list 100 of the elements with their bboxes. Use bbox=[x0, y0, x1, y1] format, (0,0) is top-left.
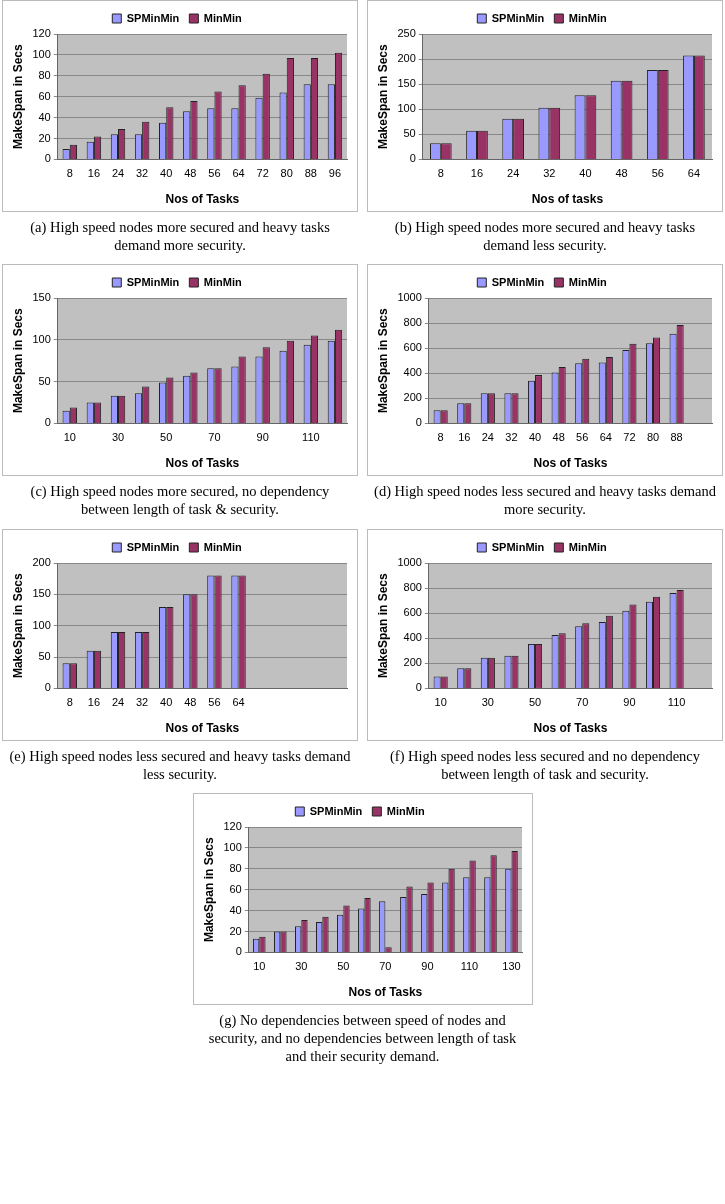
y-tick-label: 40 bbox=[229, 903, 242, 916]
x-tick-label: 48 bbox=[184, 167, 197, 180]
y-axis-title: MakeSpan in Secs bbox=[375, 308, 390, 414]
legend-label: SPMinMin bbox=[126, 11, 180, 24]
y-tick-label: 600 bbox=[403, 341, 422, 354]
y-axis-title: MakeSpan in Secs bbox=[10, 308, 25, 414]
x-tick-label: 64 bbox=[687, 167, 701, 180]
x-tick-label: 30 bbox=[294, 959, 307, 972]
y-tick-label: 20 bbox=[38, 131, 51, 144]
y-tick-label: 50 bbox=[38, 374, 51, 387]
x-tick-label: 50 bbox=[160, 431, 173, 444]
x-tick-label: 24 bbox=[111, 167, 125, 180]
x-axis-title: Nos of Tasks bbox=[347, 984, 423, 999]
legend-label: MinMin bbox=[568, 275, 607, 288]
x-tick-label: 96 bbox=[328, 167, 342, 180]
x-tick-label: 90 bbox=[623, 695, 636, 708]
x-tick-label: 16 bbox=[87, 167, 101, 180]
y-tick-label: 800 bbox=[403, 580, 422, 593]
x-tick-label: 40 bbox=[579, 167, 592, 180]
text: (b) High speed nodes more secured and heavy tasks demand less security. bbox=[393, 218, 697, 256]
x-tick-label: 90 bbox=[256, 431, 269, 444]
text: (f) High speed nodes less secured and no dependency between length of task and security. bbox=[388, 746, 701, 784]
x-tick-label: 110 bbox=[667, 695, 686, 708]
x-tick-label: 10 bbox=[63, 431, 76, 444]
x-tick-label: 64 bbox=[232, 167, 245, 180]
legend-label: SPMinMin bbox=[126, 540, 180, 553]
x-tick-label: 80 bbox=[646, 431, 660, 444]
x-tick-label: 88 bbox=[304, 167, 317, 180]
y-tick-label: 120 bbox=[222, 819, 242, 832]
y-tick-label: 50 bbox=[38, 649, 51, 662]
text: (a) High speed nodes more secured and heavy tasks demand more security. bbox=[29, 218, 331, 256]
x-tick-label: 32 bbox=[543, 167, 556, 180]
y-tick-label: 100 bbox=[222, 840, 242, 853]
y-tick-label: 1000 bbox=[397, 291, 422, 304]
y-tick-label: 100 bbox=[32, 333, 51, 346]
x-tick-label: 10 bbox=[434, 695, 447, 708]
legend-label: MinMin bbox=[203, 11, 242, 24]
y-tick-label: 150 bbox=[32, 291, 51, 304]
x-tick-label: 24 bbox=[507, 167, 520, 180]
y-tick-label: 800 bbox=[403, 316, 422, 329]
x-tick-label: 56 bbox=[208, 695, 221, 708]
y-tick-label: 400 bbox=[403, 630, 422, 643]
y-tick-label: 120 bbox=[32, 27, 51, 40]
legend-label: SPMinMin bbox=[126, 275, 180, 288]
x-tick-label: 8 bbox=[437, 431, 444, 444]
y-axis-title: MakeSpan in Secs bbox=[10, 572, 25, 678]
y-tick-label: 60 bbox=[38, 89, 51, 102]
x-tick-label: 88 bbox=[670, 431, 683, 444]
x-tick-label: 40 bbox=[528, 431, 542, 444]
y-tick-label: 0 bbox=[235, 945, 242, 958]
y-tick-label: 20 bbox=[229, 924, 242, 937]
x-tick-label: 70 bbox=[208, 431, 221, 444]
y-tick-label: 200 bbox=[32, 555, 51, 568]
x-axis-title: Nos of Tasks bbox=[533, 720, 608, 735]
y-tick-label: 0 bbox=[44, 416, 51, 429]
x-tick-label: 40 bbox=[160, 695, 173, 708]
x-tick-label: 16 bbox=[458, 431, 471, 444]
x-tick-label: 64 bbox=[599, 431, 612, 444]
text: (e) High speed nodes less secured and heavy tasks demand less security. bbox=[8, 746, 352, 784]
x-tick-label: 40 bbox=[160, 167, 173, 180]
legend-label: MinMin bbox=[203, 275, 242, 288]
text: (c) High speed nodes more secured, no dependency between length of task & security. bbox=[29, 482, 331, 520]
y-axis-title: MakeSpan in Secs bbox=[201, 836, 216, 942]
y-axis-title: MakeSpan in Secs bbox=[10, 44, 25, 150]
x-tick-label: 32 bbox=[135, 167, 149, 180]
y-tick-label: 0 bbox=[409, 152, 416, 165]
y-tick-label: 600 bbox=[403, 605, 422, 618]
x-axis-title: Nos of tasks bbox=[531, 192, 604, 207]
y-axis-title: MakeSpan in Secs bbox=[375, 572, 390, 678]
x-tick-label: 8 bbox=[66, 167, 73, 180]
y-tick-label: 100 bbox=[32, 618, 51, 631]
y-tick-label: 250 bbox=[397, 27, 416, 40]
x-tick-label: 8 bbox=[437, 167, 444, 180]
y-tick-label: 400 bbox=[403, 366, 422, 379]
y-tick-label: 100 bbox=[397, 102, 416, 115]
x-tick-label: 32 bbox=[505, 431, 518, 444]
x-tick-label: 64 bbox=[232, 695, 245, 708]
legend-label: SPMinMin bbox=[309, 804, 363, 817]
legend-label: MinMin bbox=[568, 11, 607, 24]
y-tick-label: 0 bbox=[44, 680, 51, 693]
y-tick-label: 0 bbox=[415, 680, 422, 693]
x-tick-label: 56 bbox=[576, 431, 589, 444]
x-tick-label: 90 bbox=[420, 959, 434, 972]
x-tick-label: 48 bbox=[184, 695, 197, 708]
x-tick-label: 56 bbox=[651, 167, 664, 180]
y-tick-label: 150 bbox=[397, 77, 416, 90]
y-tick-label: 60 bbox=[229, 882, 242, 895]
y-tick-label: 1000 bbox=[397, 555, 422, 568]
x-tick-label: 110 bbox=[460, 959, 478, 972]
x-tick-label: 70 bbox=[576, 695, 589, 708]
y-tick-label: 50 bbox=[403, 127, 416, 140]
x-tick-label: 70 bbox=[378, 959, 391, 972]
y-tick-label: 200 bbox=[403, 391, 422, 404]
x-tick-label: 50 bbox=[528, 695, 542, 708]
legend-label: MinMin bbox=[203, 540, 242, 553]
x-tick-label: 10 bbox=[252, 959, 265, 972]
x-tick-label: 110 bbox=[302, 431, 320, 444]
x-axis-title: Nos of Tasks bbox=[165, 720, 240, 735]
y-tick-label: 150 bbox=[32, 586, 51, 599]
x-tick-label: 16 bbox=[87, 695, 101, 708]
